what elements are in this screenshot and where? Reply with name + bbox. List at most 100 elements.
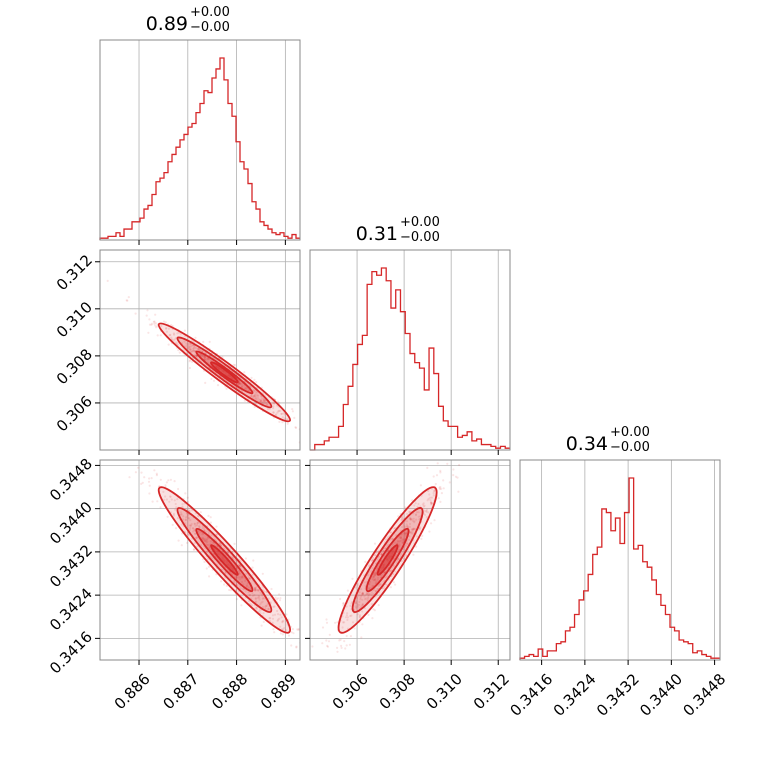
sample-point	[433, 519, 436, 522]
sample-point	[215, 545, 218, 548]
sample-point	[254, 586, 258, 589]
sample-point	[136, 454, 138, 456]
sample-point	[243, 371, 246, 374]
sample-point	[454, 475, 458, 478]
sample-point	[402, 557, 405, 560]
sample-point	[325, 618, 328, 621]
sample-point	[195, 536, 198, 539]
sample-point	[430, 501, 433, 504]
hist-panel-1: 0.31+0.00−0.00	[309, 215, 511, 455]
sample-point	[412, 528, 415, 531]
sample-point	[237, 576, 240, 579]
sample-point	[371, 577, 374, 581]
sample-point	[286, 422, 289, 425]
param-title: 0.31	[356, 223, 398, 245]
sample-point	[210, 359, 213, 362]
sample-point	[317, 674, 319, 676]
sample-point	[248, 593, 251, 597]
sample-point	[175, 341, 178, 344]
sample-point	[203, 560, 206, 564]
sample-point	[282, 619, 285, 623]
sample-point	[439, 471, 442, 474]
sample-point	[272, 411, 275, 414]
sample-point	[256, 391, 259, 394]
sample-point	[265, 401, 268, 404]
sample-point	[197, 525, 200, 528]
param-title-minus: −0.00	[610, 440, 650, 455]
sample-point	[253, 389, 256, 392]
sample-point	[430, 501, 433, 505]
sample-point	[417, 502, 420, 506]
sample-point	[392, 573, 395, 576]
sample-point	[155, 474, 158, 477]
sample-point	[252, 395, 255, 398]
sample-point	[271, 617, 275, 620]
sample-point	[260, 400, 263, 403]
sample-point	[184, 518, 187, 522]
sample-point	[206, 536, 210, 539]
sample-point	[267, 597, 270, 600]
sample-point	[336, 621, 339, 624]
sample-point	[375, 580, 378, 583]
sample-point	[357, 594, 360, 597]
sample-point	[193, 529, 196, 532]
sample-point	[189, 519, 192, 522]
sample-point	[198, 532, 201, 535]
sample-point	[273, 402, 276, 405]
sample-point	[361, 592, 364, 595]
sample-point	[191, 360, 194, 363]
sample-point	[415, 513, 418, 516]
sample-point	[154, 322, 157, 325]
sample-point	[255, 606, 258, 609]
sample-point	[396, 542, 399, 545]
sample-point	[406, 542, 409, 545]
sample-point	[437, 497, 440, 500]
sample-point	[150, 477, 153, 480]
sample-point	[250, 376, 253, 379]
sample-point	[192, 349, 195, 352]
sample-point	[170, 336, 173, 339]
sample-point	[413, 521, 416, 524]
sample-point	[210, 377, 213, 380]
sample-point	[205, 538, 208, 541]
sample-point	[176, 332, 179, 335]
sample-point	[346, 612, 349, 615]
sample-point	[164, 321, 167, 324]
sample-point	[188, 345, 191, 348]
sample-point	[296, 628, 299, 631]
sample-point	[167, 343, 170, 346]
sample-point	[433, 489, 436, 492]
sample-point	[394, 570, 397, 573]
sample-point	[262, 596, 265, 600]
sample-point	[392, 581, 395, 584]
sample-point	[272, 411, 275, 414]
sample-point	[193, 542, 196, 545]
sample-point	[205, 541, 208, 544]
sample-point	[346, 616, 349, 619]
sample-point	[405, 532, 408, 535]
panel-border	[99, 459, 301, 661]
sample-point	[412, 528, 415, 532]
sample-point	[271, 402, 274, 405]
sample-point	[342, 602, 345, 605]
sample-point	[304, 426, 306, 428]
sample-point	[148, 477, 151, 480]
sample-point	[193, 529, 196, 532]
sample-point	[253, 588, 257, 591]
sample-point	[245, 584, 249, 587]
sample-point	[281, 621, 284, 624]
sample-point	[193, 350, 196, 353]
sample-point	[248, 389, 251, 392]
sample-point	[238, 585, 241, 588]
sample-point	[205, 358, 208, 361]
sample-point	[229, 589, 232, 592]
sample-point	[291, 408, 294, 411]
panel-border	[99, 39, 301, 241]
sample-point	[240, 575, 243, 579]
sample-point	[412, 527, 415, 531]
sample-point	[174, 502, 177, 506]
sample-point	[148, 323, 152, 326]
sample-point	[391, 537, 394, 540]
sample-point	[398, 536, 401, 539]
sample-point	[456, 476, 459, 479]
